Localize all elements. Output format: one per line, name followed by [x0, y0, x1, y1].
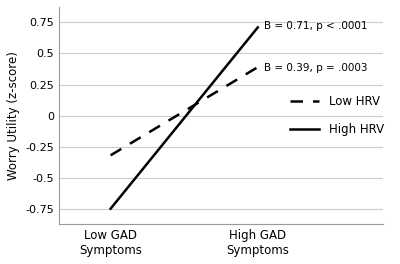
Text: B = 0.71, p < .0001: B = 0.71, p < .0001 — [264, 21, 367, 31]
Legend: Low HRV, High HRV: Low HRV, High HRV — [285, 91, 389, 140]
Y-axis label: Worry Utility (z-score): Worry Utility (z-score) — [7, 51, 20, 180]
Text: B = 0.39, p = .0003: B = 0.39, p = .0003 — [264, 63, 367, 73]
